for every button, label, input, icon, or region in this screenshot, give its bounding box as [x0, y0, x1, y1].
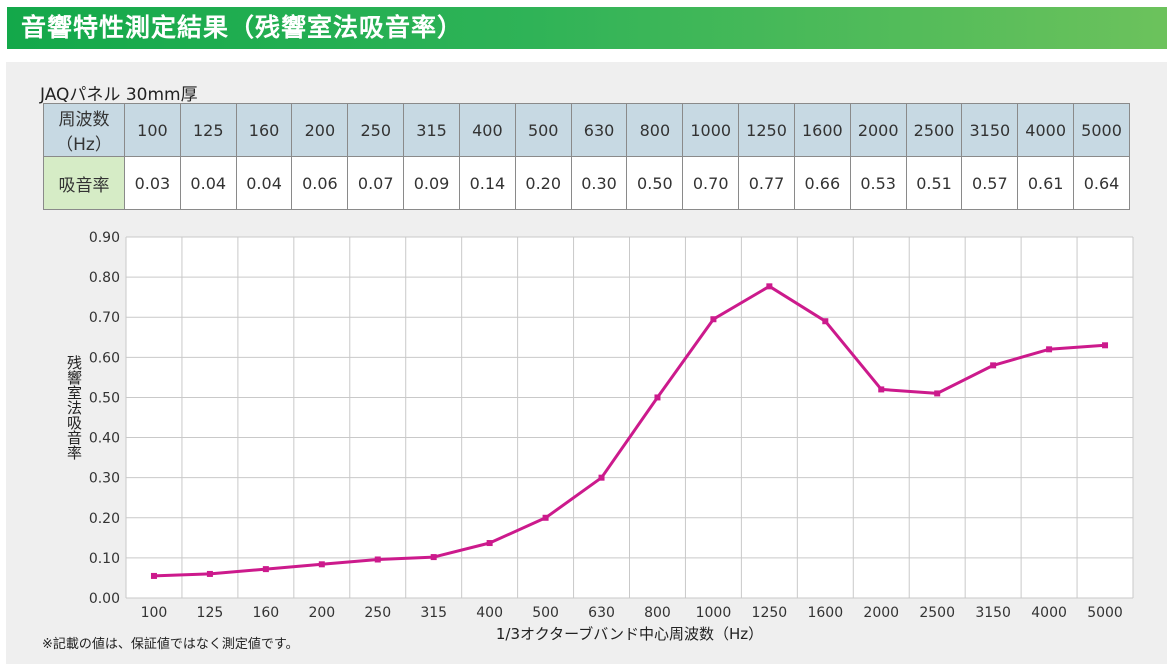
data-point	[542, 514, 549, 521]
frequency-cell: 800	[626, 103, 684, 157]
absorption-cell: 0.66	[793, 156, 851, 210]
data-point	[150, 572, 157, 579]
absorption-cell: 0.09	[403, 156, 460, 210]
data-point	[710, 316, 717, 323]
data-point	[990, 362, 997, 369]
y-tick-label: 0.20	[89, 511, 120, 527]
footnote: ※記載の値は、保証値ではなく測定値です。	[42, 637, 299, 652]
y-tick-label: 0.90	[89, 230, 120, 246]
y-axis-label: 残響室法吸音率	[65, 355, 83, 460]
frequency-cell: 1600	[793, 103, 851, 157]
table-caption: JAQパネル 30mm厚	[40, 85, 198, 105]
y-tick-label: 0.30	[89, 471, 120, 487]
absorption-cell: 0.51	[905, 156, 963, 210]
frequency-cell: 500	[514, 103, 572, 157]
data-point	[1102, 342, 1109, 349]
x-tick-label: 4000	[1031, 605, 1067, 621]
x-tick-label: 100	[141, 605, 168, 621]
frequency-cell: 125	[179, 103, 237, 157]
data-point	[822, 318, 829, 325]
y-tick-label: 0.80	[89, 270, 120, 286]
absorption-cell: 0.30	[570, 156, 628, 210]
absorption-row: 吸音率 0.03 0.04 0.04 0.06 0.07 0.09 0.14 0.20 0.30…	[43, 156, 1130, 210]
x-tick-label: 200	[308, 605, 335, 621]
frequency-cell: 160	[235, 103, 293, 157]
frequency-cell: 2500	[905, 103, 963, 157]
data-point	[934, 390, 941, 397]
x-tick-label: 500	[532, 605, 559, 621]
absorption-cell: 0.64	[1073, 156, 1130, 210]
x-tick-label: 3150	[975, 605, 1011, 621]
x-tick-label: 630	[588, 605, 615, 621]
frequency-cell: 400	[458, 103, 516, 157]
data-point	[318, 561, 325, 568]
x-tick-label: 125	[197, 605, 224, 621]
absorption-cell: 0.06	[291, 156, 349, 210]
series-line	[153, 284, 1106, 578]
x-axis-label: 1/3オクターブバンド中心周波数（Hz）	[496, 625, 763, 643]
data-point	[598, 474, 605, 481]
x-tick-label: 2500	[919, 605, 955, 621]
absorption-header: 吸音率	[43, 156, 125, 210]
frequency-cell: 3150	[961, 103, 1019, 157]
data-point	[374, 556, 381, 563]
absorption-cell: 0.57	[961, 156, 1019, 210]
x-tick-label: 2000	[863, 605, 899, 621]
y-tick-label: 0.40	[89, 431, 120, 447]
x-tick-label: 800	[644, 605, 671, 621]
y-tick-label: 0.10	[89, 551, 120, 567]
frequency-header-line: （Hz）	[56, 135, 112, 155]
absorption-cell: 0.14	[458, 156, 516, 210]
x-tick-label: 1600	[807, 605, 843, 621]
data-point	[1046, 346, 1053, 353]
frequency-cell: 630	[570, 103, 628, 157]
x-tick-label: 400	[476, 605, 503, 621]
frequency-cell: 200	[291, 103, 349, 157]
y-tick-label: 0.60	[89, 350, 120, 366]
absorption-cell: 0.50	[626, 156, 684, 210]
absorption-cell: 0.20	[514, 156, 572, 210]
frequency-header-line: 周波数	[58, 110, 110, 130]
frequency-row: 周波数 （Hz） 100 125 160 200 250 315 400 500 630 800 10…	[43, 103, 1130, 157]
data-point	[654, 394, 661, 401]
x-tick-label: 250	[364, 605, 391, 621]
y-tick-label: 0.70	[89, 310, 120, 326]
absorption-cell: 0.70	[682, 156, 740, 210]
data-point	[486, 540, 493, 547]
frequency-cell: 250	[347, 103, 405, 157]
frequency-cell: 1000	[682, 103, 740, 157]
data-point	[766, 283, 773, 290]
x-tick-label: 315	[420, 605, 447, 621]
absorption-cell: 0.04	[235, 156, 293, 210]
absorption-table: 周波数 （Hz） 100 125 160 200 250 315 400 500 630 800 10…	[43, 103, 1130, 210]
absorption-cell: 0.53	[849, 156, 907, 210]
frequency-header: 周波数 （Hz）	[43, 103, 125, 157]
page-title-banner: 音響特性測定結果（残響室法吸音率）	[7, 7, 1167, 49]
page-title: 音響特性測定結果（残響室法吸音率）	[21, 13, 464, 42]
x-tick-label: 5000	[1087, 605, 1123, 621]
y-tick-label: 0.50	[89, 390, 120, 406]
absorption-cell: 0.61	[1017, 156, 1075, 210]
frequency-cell: 100	[124, 103, 181, 157]
data-point	[878, 386, 885, 393]
absorption-cell: 0.07	[347, 156, 405, 210]
frequency-cell: 5000	[1073, 103, 1130, 157]
data-point	[206, 570, 213, 577]
x-tick-label: 160	[252, 605, 279, 621]
data-point	[262, 566, 269, 573]
frequency-cell: 1250	[738, 103, 795, 157]
x-tick-label: 1000	[696, 605, 732, 621]
absorption-cell: 0.77	[738, 156, 795, 210]
x-tick-label: 1250	[752, 605, 788, 621]
data-point	[430, 554, 437, 561]
y-tick-label: 0.00	[89, 591, 120, 607]
